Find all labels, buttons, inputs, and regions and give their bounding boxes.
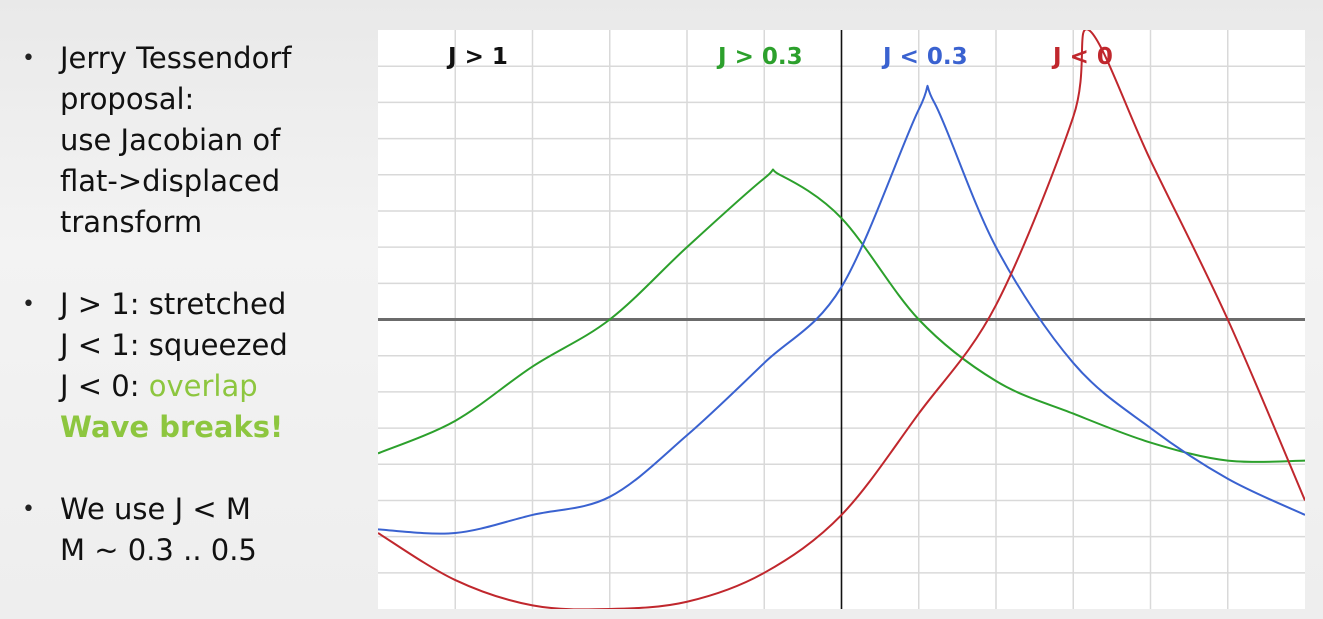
series-line-j-gt-0-3 bbox=[378, 168, 1305, 463]
bullet-list: • Jerry Tessendorf proposal: use Jacobia… bbox=[14, 38, 364, 612]
bullet-line: flat->displaced bbox=[60, 164, 281, 198]
bullet-line: We use J < M bbox=[60, 492, 251, 526]
bullet-dot: • bbox=[22, 292, 35, 317]
plot-canvas: J > 1 J > 0.3 J < 0.3 J < 0 bbox=[378, 30, 1305, 609]
series-label-j-gt-1: J > 1 bbox=[446, 44, 508, 70]
series-label-j-gt-0-3: J > 0.3 bbox=[716, 44, 803, 70]
bullet-dot: • bbox=[22, 497, 35, 522]
bullet-line-overlap: J < 0: overlap bbox=[60, 366, 364, 407]
plot-labels: J > 1 J > 0.3 J < 0.3 J < 0 bbox=[446, 44, 1113, 70]
bullet-line: transform bbox=[60, 205, 203, 239]
bullet-line: J < 1: squeezed bbox=[60, 328, 288, 362]
series-line-j-lt-0-3 bbox=[378, 84, 1305, 535]
jacobian-plot: J > 1 J > 0.3 J < 0.3 J < 0 bbox=[378, 30, 1305, 609]
bullet-line: use Jacobian of bbox=[60, 123, 281, 157]
bullet-item-tessendorf: • Jerry Tessendorf proposal: use Jacobia… bbox=[14, 38, 364, 243]
series-label-j-lt-0: J < 0 bbox=[1051, 44, 1113, 70]
bullet-line: M ~ 0.3 .. 0.5 bbox=[60, 533, 257, 567]
series-line-j-lt-0 bbox=[378, 30, 1305, 609]
bullet-item-threshold: • We use J < M M ~ 0.3 .. 0.5 bbox=[14, 489, 364, 571]
overlap-prefix: J < 0: bbox=[60, 369, 149, 403]
wave-breaks-text: Wave breaks! bbox=[60, 410, 284, 444]
bullet-item-jacobian-cases: • J > 1: stretched J < 1: squeezed J < 0… bbox=[14, 284, 364, 448]
bullet-line: proposal: bbox=[60, 82, 195, 116]
overlap-highlight: overlap bbox=[148, 369, 258, 403]
plot-grid bbox=[378, 30, 1305, 609]
plot-curves bbox=[378, 30, 1305, 609]
bullet-line: J > 1: stretched bbox=[60, 287, 287, 321]
series-label-j-lt-0-3: J < 0.3 bbox=[881, 44, 968, 70]
bullet-line: Jerry Tessendorf bbox=[60, 41, 292, 75]
bullet-dot: • bbox=[22, 46, 35, 71]
